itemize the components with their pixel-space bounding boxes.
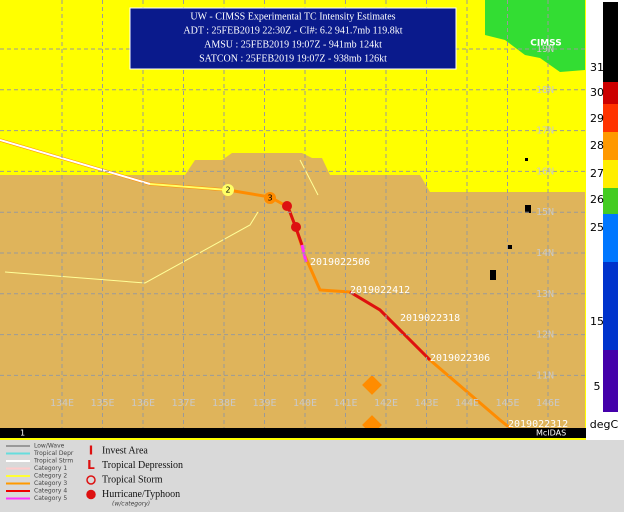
lon-label: 134E: [50, 398, 74, 409]
lon-label: 142E: [374, 398, 398, 409]
lon-label: 136E: [131, 398, 155, 409]
legend-note: (w/category): [112, 501, 150, 508]
legend-label: Tropical Strm: [33, 458, 73, 465]
colorbar-segment: [603, 104, 618, 132]
legend-bg: [0, 440, 624, 512]
info-line: ADT : 25FEB2019 22:30Z - CI#: 6.2 941.7m…: [183, 25, 402, 36]
colorbar-unit: degC: [590, 418, 619, 431]
colorbar-label: 5: [594, 380, 601, 393]
marker: [362, 375, 382, 395]
hurricane-symbol: [291, 222, 301, 232]
colorbar-label: 27: [590, 167, 604, 180]
lat-label: 16N: [536, 166, 554, 177]
grid: 134E 135E 136E 137E 138E 139E 140E 141E 142E 143E…: [0, 0, 586, 430]
colorbar-label: 15: [590, 315, 604, 328]
lat-label: 11N: [536, 370, 554, 381]
storm-symbol: [264, 192, 276, 204]
legend-symbol-label: Tropical Storm: [102, 474, 163, 485]
lon-label: 135E: [90, 398, 114, 409]
logo: CIMSS: [530, 39, 561, 49]
legend-label: Category 2: [34, 473, 67, 480]
lat-label: 14N: [536, 248, 554, 259]
legend-label: Category 3: [34, 480, 67, 487]
track-label: 2019022312: [508, 419, 568, 430]
info-line: SATCON : 25FEB2019 19:07Z - 938mb 126kt: [199, 53, 387, 64]
lat-label: 19N: [536, 44, 554, 55]
legend-label: Tropical Depr: [33, 450, 74, 457]
sea-cool: [485, 0, 585, 72]
legend-glyph: [86, 475, 96, 485]
colorbar-segment: [603, 262, 618, 350]
lon-label: 144E: [455, 398, 479, 409]
colorbar-label: 30: [590, 86, 604, 99]
lon-label: 143E: [414, 398, 438, 409]
lat-label: 17N: [536, 126, 554, 137]
legend-symbol-label: Hurricane/Typhoon: [102, 489, 180, 500]
lat-label: 13N: [536, 289, 554, 300]
legend-glyph: [86, 489, 96, 500]
legend-glyph: I: [89, 444, 93, 458]
lon-label: 139E: [252, 398, 276, 409]
legend-glyph: L: [87, 458, 95, 472]
lon-label: 146E: [536, 398, 560, 409]
colorbar: 31 30 29 28 27 26 25 15 5: [590, 2, 618, 412]
lon-label: 137E: [171, 398, 195, 409]
storm-symbol: [222, 184, 234, 196]
track-ts: [0, 139, 151, 185]
lat-label: 15N: [536, 207, 554, 218]
info-title: UW - CIMSS Experimental TC Intensity Est…: [190, 11, 395, 22]
legend-label: Category 4: [34, 488, 67, 495]
lon-label: 138E: [212, 398, 236, 409]
colorbar-segment: [603, 2, 618, 82]
source: McIDAS: [536, 429, 566, 438]
colorbar-label: 29: [590, 112, 604, 125]
legend-label: Category 5: [34, 495, 67, 502]
legend-symbol-label: Tropical Depression: [102, 460, 183, 471]
lat-label: 18N: [536, 85, 554, 96]
legend-label: Category 1: [34, 465, 67, 472]
colorbar-segment: [603, 350, 618, 412]
legend-label: Low/Wave: [34, 443, 65, 450]
status-bar: [0, 428, 586, 438]
track-label: 2019022412: [350, 285, 410, 296]
storm-category: 3: [267, 194, 272, 203]
colorbar-label: 26: [590, 193, 604, 206]
lon-label: 145E: [495, 398, 519, 409]
aux-track: [4, 159, 319, 284]
track-label: 2019022318: [400, 313, 460, 324]
colorbar-segment: [603, 214, 618, 262]
colorbar-label: 28: [590, 139, 604, 152]
lon-label: 140E: [293, 398, 317, 409]
lat-label: 12N: [536, 330, 554, 341]
sea-tan: [0, 153, 585, 428]
colorbar-label: 25: [590, 221, 604, 234]
colorbar-segment: [603, 188, 618, 214]
info-line: AMSU : 25FEB2019 19:07Z - 941mb 124kt: [204, 39, 382, 50]
info-box: [129, 7, 457, 70]
track-c2: [149, 183, 229, 191]
colorbar-segment: [603, 132, 618, 160]
hurricane-symbol: [282, 201, 292, 211]
colorbar-segment: [603, 160, 618, 188]
legend-symbol-label: Invest Area: [102, 445, 148, 456]
track-label: 2019022506: [310, 257, 370, 268]
frame-number: 1: [20, 429, 25, 438]
track-label: 2019022306: [430, 353, 490, 364]
lon-label: 141E: [333, 398, 357, 409]
colorbar-label: 31: [590, 61, 604, 74]
storm-category: 2: [225, 186, 230, 195]
islands: [490, 158, 531, 280]
colorbar-segment: [603, 82, 618, 104]
